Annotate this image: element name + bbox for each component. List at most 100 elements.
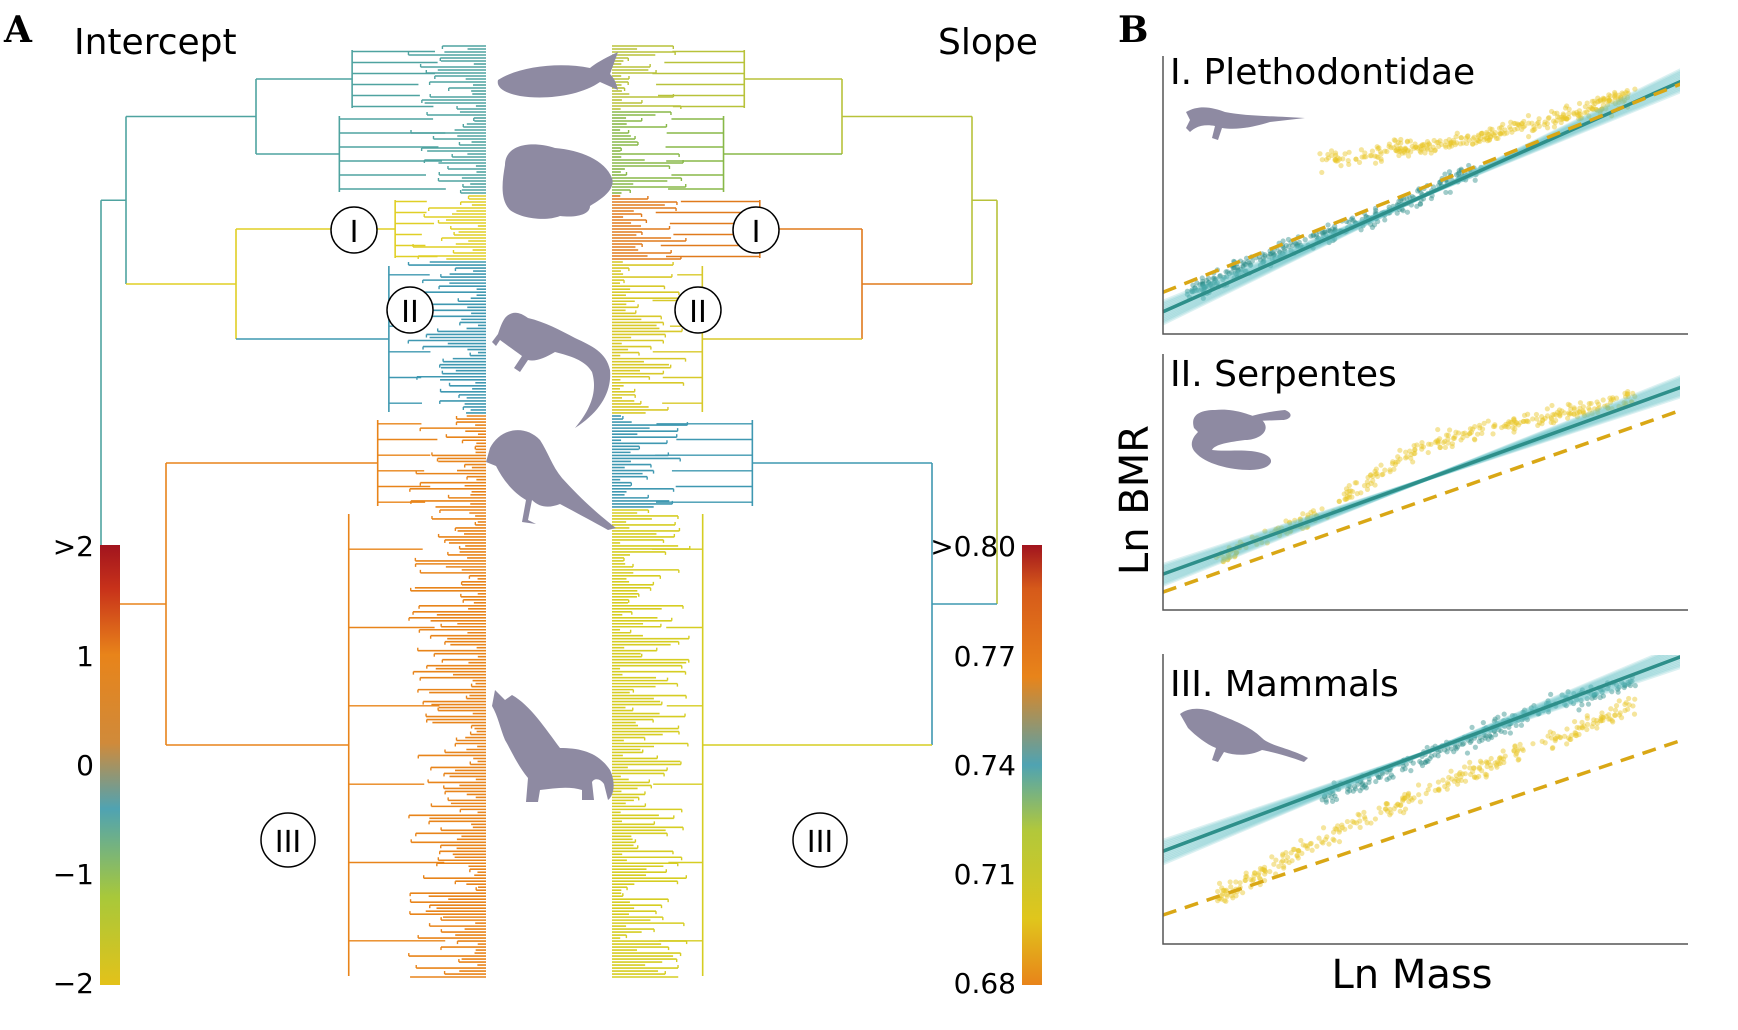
data-point — [1403, 761, 1409, 767]
data-point — [1591, 406, 1598, 412]
data-point — [1606, 97, 1612, 103]
data-point — [1207, 282, 1213, 288]
data-point — [1604, 402, 1610, 408]
data-point — [1424, 757, 1430, 764]
data-point — [1289, 858, 1295, 864]
data-point — [1415, 188, 1421, 194]
data-point — [1467, 739, 1473, 745]
data-point — [1560, 116, 1566, 122]
data-point — [1486, 732, 1493, 738]
data-point — [1395, 454, 1401, 460]
data-point — [1398, 802, 1404, 808]
data-point — [1333, 796, 1340, 803]
data-point — [1332, 156, 1338, 162]
data-point — [1336, 829, 1342, 835]
data-point — [1215, 888, 1221, 895]
data-point — [1220, 559, 1227, 565]
data-point — [1624, 94, 1631, 101]
data-point — [1422, 759, 1428, 765]
data-point — [1616, 698, 1622, 704]
data-point — [1344, 496, 1350, 502]
data-point — [1243, 874, 1249, 880]
data-point — [1365, 482, 1371, 488]
data-point — [1615, 686, 1621, 692]
data-point — [1345, 158, 1351, 164]
data-point — [1304, 845, 1311, 852]
data-point — [1444, 780, 1451, 786]
data-point — [1203, 283, 1209, 289]
data-point — [1308, 513, 1314, 520]
data-point — [1589, 105, 1595, 112]
data-point — [1404, 209, 1411, 215]
data-point — [1405, 153, 1412, 159]
data-point — [1354, 820, 1360, 826]
data-point — [1492, 129, 1498, 136]
data-point — [1457, 770, 1463, 776]
data-point — [1305, 512, 1311, 518]
data-point — [1435, 439, 1441, 445]
data-point — [1521, 412, 1528, 418]
fit-line — [1162, 385, 1680, 576]
data-point — [1200, 295, 1206, 301]
data-point — [1576, 731, 1582, 738]
data-point — [1319, 157, 1325, 163]
data-point — [1221, 887, 1227, 893]
data-point — [1275, 525, 1281, 531]
data-point — [1229, 269, 1235, 276]
data-point — [1454, 140, 1460, 146]
data-point — [1457, 141, 1464, 147]
data-point — [1238, 266, 1244, 272]
data-point — [1325, 227, 1332, 234]
data-point — [1401, 148, 1407, 154]
data-point — [1477, 138, 1483, 145]
data-point — [1566, 410, 1572, 416]
data-point — [1612, 92, 1618, 99]
data-point — [1261, 258, 1267, 264]
data-point — [1331, 837, 1337, 843]
data-point — [1555, 114, 1561, 120]
data-point — [1620, 91, 1626, 97]
data-point — [1284, 530, 1290, 536]
data-point — [1545, 709, 1552, 715]
data-point — [1564, 726, 1570, 732]
data-point — [1428, 441, 1434, 447]
data-point — [1596, 98, 1602, 104]
intercept-tick-1: 1 — [76, 640, 94, 673]
data-point — [1487, 134, 1493, 140]
data-point — [1554, 110, 1560, 116]
data-point — [1242, 877, 1248, 883]
data-point — [1468, 429, 1475, 435]
data-point — [1561, 112, 1567, 118]
data-point — [1418, 149, 1424, 155]
data-point — [1319, 506, 1325, 512]
data-point — [1251, 870, 1258, 876]
data-point — [1221, 556, 1227, 562]
data-point — [1544, 125, 1551, 131]
data-point — [1483, 733, 1489, 739]
data-point — [1260, 259, 1266, 265]
data-point — [1390, 459, 1396, 465]
data-point — [1374, 473, 1381, 480]
data-point — [1564, 741, 1570, 747]
data-point — [1352, 480, 1358, 486]
data-point — [1224, 892, 1230, 898]
data-point — [1559, 692, 1565, 698]
data-point — [1387, 467, 1393, 473]
data-point — [1605, 405, 1611, 411]
data-point — [1272, 252, 1278, 258]
axes-1 — [1162, 56, 1688, 335]
data-point — [1571, 405, 1577, 411]
data-point — [1625, 681, 1632, 687]
intercept-colorbar: >2 1 0 −1 −2 — [53, 530, 120, 1000]
svg-text:I: I — [752, 215, 761, 250]
data-point — [1514, 121, 1521, 127]
data-point — [1512, 743, 1518, 750]
data-point — [1267, 868, 1273, 875]
data-point — [1502, 127, 1508, 133]
data-point — [1613, 682, 1620, 688]
data-point — [1605, 98, 1611, 104]
data-point — [1233, 893, 1239, 899]
data-point — [1610, 719, 1616, 725]
data-point — [1391, 145, 1397, 151]
data-point — [1557, 412, 1563, 418]
